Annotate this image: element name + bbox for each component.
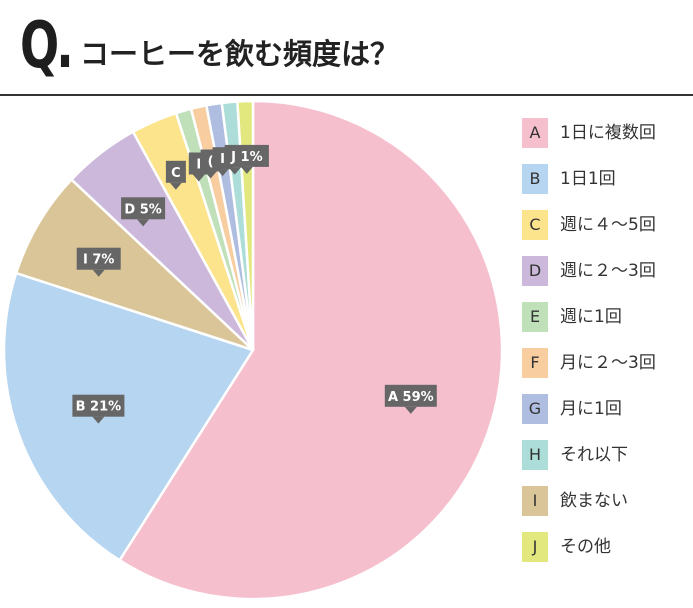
legend-swatch-c: C xyxy=(522,210,548,240)
pie-slice-b xyxy=(2,271,255,562)
legend-label-h: それ以下 xyxy=(560,445,628,465)
pie-slice-a xyxy=(117,99,504,601)
data-label-text-f: ( xyxy=(208,155,214,170)
data-label-text-g: I xyxy=(220,152,225,167)
q-mark: Q. xyxy=(20,9,74,83)
legend-label-g: 月に1回 xyxy=(560,399,622,419)
legend-swatch-j: J xyxy=(522,532,548,562)
legend-swatch-b: B xyxy=(522,164,548,194)
legend-swatch-i: I xyxy=(522,486,548,516)
legend-label-d: 週に２～3回 xyxy=(560,261,656,281)
data-label-j: J 1% xyxy=(224,144,269,174)
data-label-text-i: I 7% xyxy=(83,253,114,268)
legend-item-b: B 1日1回 xyxy=(522,162,690,208)
legend-swatch-h: H xyxy=(522,440,548,470)
data-label-text-j: J 1% xyxy=(230,150,262,165)
data-label-d: D 5% xyxy=(121,197,166,227)
legend-item-i: I 飲まない xyxy=(522,484,690,530)
legend-label-b: 1日1回 xyxy=(560,169,616,189)
data-label-text-c: C xyxy=(171,166,181,181)
legend-item-d: D 週に２～3回 xyxy=(522,254,690,300)
chart-title: コーヒーを飲む頻度は？ xyxy=(80,37,400,71)
legend-label-e: 週に1回 xyxy=(560,307,622,327)
data-label-c: C xyxy=(165,160,186,190)
legend-swatch-f: F xyxy=(522,348,548,378)
legend-label-c: 週に４～5回 xyxy=(560,215,656,235)
legend-item-c: C 週に４～5回 xyxy=(522,208,690,254)
data-label-text-e: I xyxy=(196,158,201,173)
legend-item-g: G 月に1回 xyxy=(522,392,690,438)
legend-label-i: 飲まない xyxy=(560,491,628,511)
data-label-a: A 59% xyxy=(384,384,437,414)
legend-swatch-e: E xyxy=(522,302,548,332)
legend-item-f: F 月に２～3回 xyxy=(522,346,690,392)
legend-item-a: A 1日に複数回 xyxy=(522,116,690,162)
pie-slices xyxy=(2,99,504,601)
legend: A 1日に複数回 B 1日1回 C 週に４～5回 D 週に２～3回 E 週に1回 F 月に２～3回 G 月… xyxy=(522,116,690,576)
data-label-text-a: A 59% xyxy=(388,390,434,405)
data-label-text-d: D 5% xyxy=(124,202,161,217)
data-label-i: I 7% xyxy=(76,247,121,277)
legend-swatch-a: A xyxy=(522,118,548,148)
legend-label-j: その他 xyxy=(560,537,611,557)
pie-chart: A 59%B 21%I 7%D 5%CI(IHJ 1% xyxy=(2,99,504,601)
header-divider xyxy=(0,94,693,96)
legend-label-a: 1日に複数回 xyxy=(560,123,656,143)
legend-item-j: J その他 xyxy=(522,530,690,576)
pie-data-labels: A 59%B 21%I 7%D 5%CI(IHJ 1% xyxy=(72,144,437,424)
data-label-b: B 21% xyxy=(72,394,125,424)
header: Q. コーヒーを飲む頻度は？ xyxy=(0,0,693,95)
data-label-text-b: B 21% xyxy=(76,400,122,415)
legend-item-e: E 週に1回 xyxy=(522,300,690,346)
legend-swatch-d: D xyxy=(522,256,548,286)
legend-item-h: H それ以下 xyxy=(522,438,690,484)
legend-label-f: 月に２～3回 xyxy=(560,353,656,373)
legend-swatch-g: G xyxy=(522,394,548,424)
pie-slice-i xyxy=(14,177,254,352)
